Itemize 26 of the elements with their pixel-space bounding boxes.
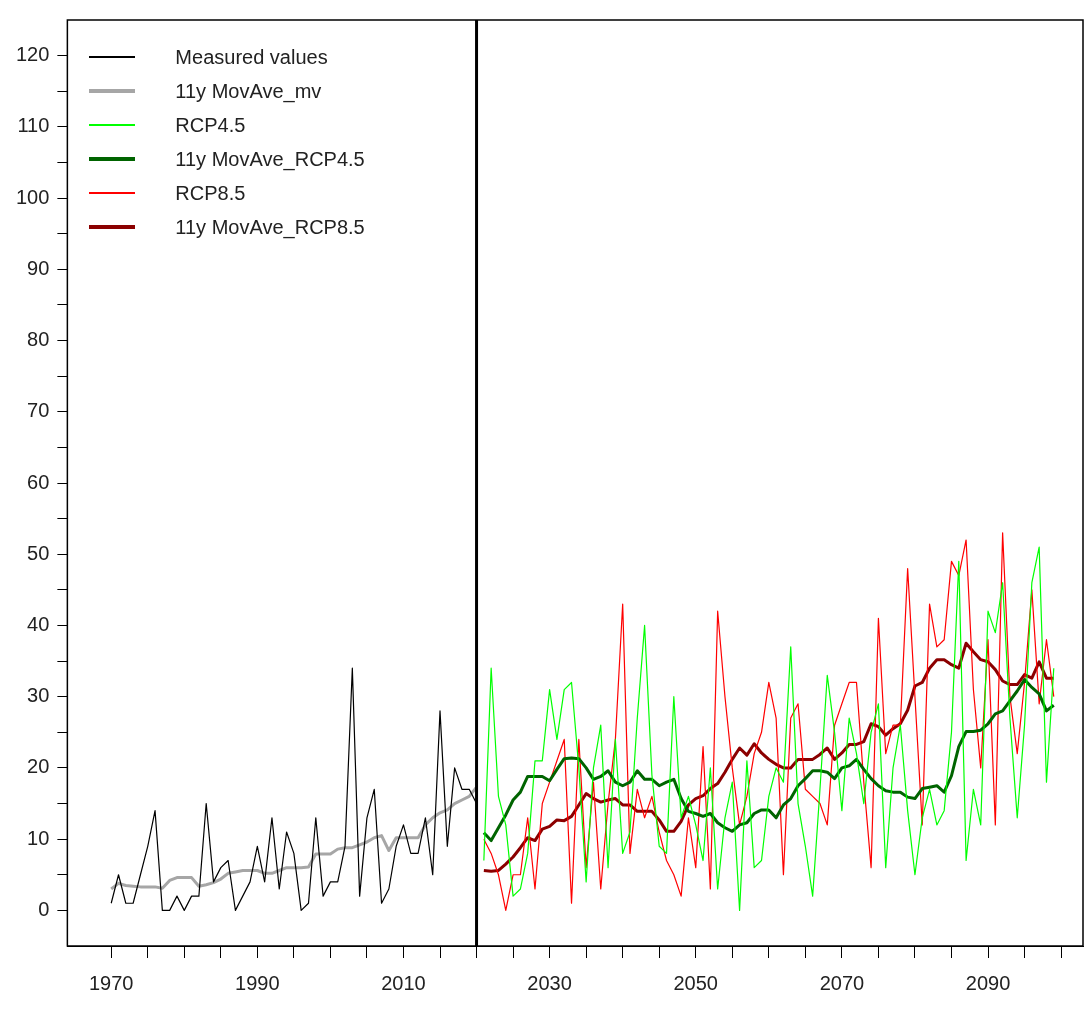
y-tick-label: 90 [27, 256, 50, 279]
legend-label: RCP4.5 [175, 113, 246, 138]
y-tick-label: 120 [15, 43, 50, 66]
y-tick-label: 10 [27, 826, 50, 849]
legend-label: 11y MovAve_RCP4.5 [175, 147, 365, 173]
y-tick-label: 40 [27, 612, 50, 635]
x-tick-label: 2010 [381, 971, 426, 994]
y-tick-label: 100 [15, 185, 50, 208]
legend-label: 11y MovAve_mv [175, 79, 322, 105]
y-tick-label: 50 [27, 541, 50, 564]
legend-label: Measured values [175, 45, 328, 70]
y-tick-label: 110 [17, 114, 50, 137]
y-tick-label: 20 [27, 755, 50, 778]
y-tick-label: 80 [27, 328, 50, 351]
x-tick-label: 2050 [673, 971, 718, 994]
x-tick-label: 2030 [527, 971, 572, 994]
x-tick-label: 2090 [965, 971, 1011, 994]
y-tick-label: 60 [27, 470, 50, 493]
x-tick-label: 1990 [235, 971, 280, 994]
x-tick-label: 2070 [819, 971, 865, 994]
y-tick-label: 30 [27, 684, 50, 707]
x-tick-label: 1970 [88, 971, 134, 994]
legend-label: RCP8.5 [175, 181, 246, 206]
y-tick-label: 0 [38, 897, 50, 920]
legend-label: 11y MovAve_RCP8.5 [175, 215, 365, 241]
y-tick-label: 70 [27, 399, 50, 422]
